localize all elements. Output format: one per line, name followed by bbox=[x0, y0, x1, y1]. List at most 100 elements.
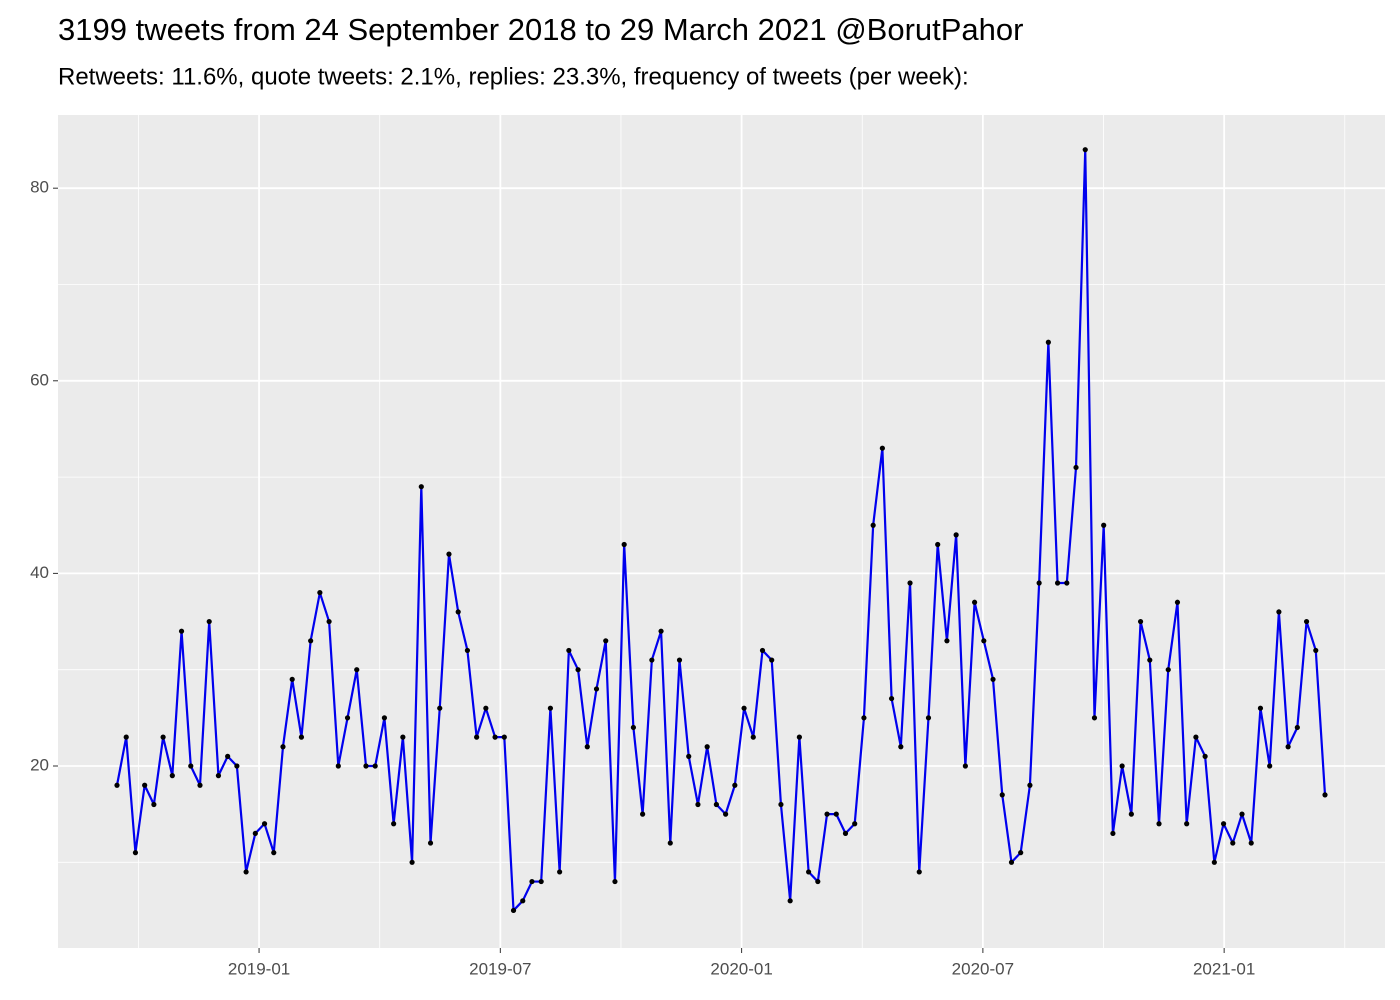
chart-title: 3199 tweets from 24 September 2018 to 29… bbox=[58, 12, 1023, 47]
point bbox=[713, 801, 719, 808]
point bbox=[363, 763, 369, 769]
point bbox=[317, 590, 323, 596]
point bbox=[455, 609, 461, 615]
point bbox=[723, 811, 729, 817]
y-tick-label: 20 bbox=[30, 755, 49, 774]
point bbox=[861, 715, 867, 721]
point bbox=[584, 744, 590, 750]
point bbox=[1193, 734, 1199, 740]
point bbox=[842, 830, 849, 837]
point bbox=[621, 541, 627, 548]
point bbox=[464, 647, 471, 654]
point bbox=[649, 657, 655, 663]
point bbox=[206, 618, 212, 625]
point bbox=[806, 869, 812, 875]
point bbox=[612, 878, 618, 885]
point bbox=[1018, 850, 1024, 856]
point bbox=[123, 734, 129, 740]
point bbox=[1303, 618, 1310, 625]
point bbox=[188, 763, 194, 769]
x-tick-label: 2021-01 bbox=[1193, 959, 1255, 978]
point bbox=[971, 599, 978, 605]
point bbox=[750, 734, 756, 740]
point bbox=[225, 753, 231, 759]
point bbox=[888, 695, 895, 702]
point bbox=[169, 773, 175, 779]
point bbox=[1165, 667, 1171, 673]
point bbox=[114, 782, 120, 788]
point bbox=[409, 859, 415, 865]
point bbox=[344, 715, 351, 721]
point bbox=[132, 850, 139, 856]
point bbox=[197, 782, 203, 788]
point bbox=[234, 763, 240, 769]
point bbox=[1174, 599, 1181, 605]
point bbox=[427, 840, 434, 846]
point bbox=[557, 869, 563, 875]
point bbox=[391, 821, 397, 827]
point bbox=[1054, 580, 1061, 586]
point bbox=[298, 734, 305, 740]
point bbox=[778, 801, 784, 808]
point bbox=[990, 676, 996, 682]
point bbox=[520, 898, 526, 904]
point bbox=[704, 744, 710, 750]
point bbox=[1202, 753, 1208, 759]
point bbox=[962, 763, 968, 769]
point bbox=[400, 734, 406, 740]
point bbox=[1248, 840, 1254, 846]
point bbox=[695, 801, 701, 808]
line bbox=[115, 148, 1327, 912]
point bbox=[418, 484, 424, 490]
point bbox=[492, 734, 498, 740]
point bbox=[898, 744, 904, 750]
point bbox=[529, 878, 535, 885]
point bbox=[160, 734, 166, 740]
point bbox=[1101, 522, 1107, 528]
point bbox=[446, 551, 452, 557]
point bbox=[326, 618, 332, 625]
point bbox=[566, 647, 572, 654]
point bbox=[1036, 580, 1042, 586]
point bbox=[381, 715, 388, 721]
point bbox=[575, 667, 581, 673]
point bbox=[1027, 782, 1033, 788]
point bbox=[1220, 821, 1227, 827]
point bbox=[1257, 705, 1264, 711]
point bbox=[603, 638, 609, 644]
point bbox=[870, 522, 876, 528]
point bbox=[879, 445, 885, 451]
point bbox=[759, 647, 766, 654]
point bbox=[593, 686, 600, 692]
point bbox=[335, 763, 341, 769]
point bbox=[925, 715, 932, 721]
point bbox=[686, 753, 692, 759]
point bbox=[1110, 830, 1116, 837]
point bbox=[289, 676, 295, 682]
point bbox=[252, 830, 258, 837]
chart-subtitle: Retweets: 11.6%, quote tweets: 2.1%, rep… bbox=[58, 63, 969, 90]
point bbox=[1230, 840, 1236, 846]
point bbox=[824, 811, 830, 817]
x-tick-label: 2020-07 bbox=[952, 959, 1014, 978]
point bbox=[501, 734, 507, 740]
point bbox=[676, 657, 683, 663]
point bbox=[1211, 859, 1217, 865]
point bbox=[151, 801, 157, 808]
point bbox=[1156, 821, 1162, 827]
point bbox=[510, 907, 517, 914]
point bbox=[547, 705, 554, 711]
point bbox=[474, 734, 480, 740]
point bbox=[916, 869, 922, 875]
y-tick-label: 40 bbox=[30, 563, 49, 582]
point bbox=[944, 638, 950, 644]
point bbox=[538, 878, 544, 885]
point bbox=[640, 811, 646, 817]
point bbox=[178, 628, 185, 634]
x-tick-label: 2019-01 bbox=[228, 959, 290, 978]
point bbox=[981, 638, 987, 644]
point bbox=[769, 657, 775, 663]
point bbox=[1137, 618, 1144, 625]
point bbox=[1276, 609, 1282, 615]
